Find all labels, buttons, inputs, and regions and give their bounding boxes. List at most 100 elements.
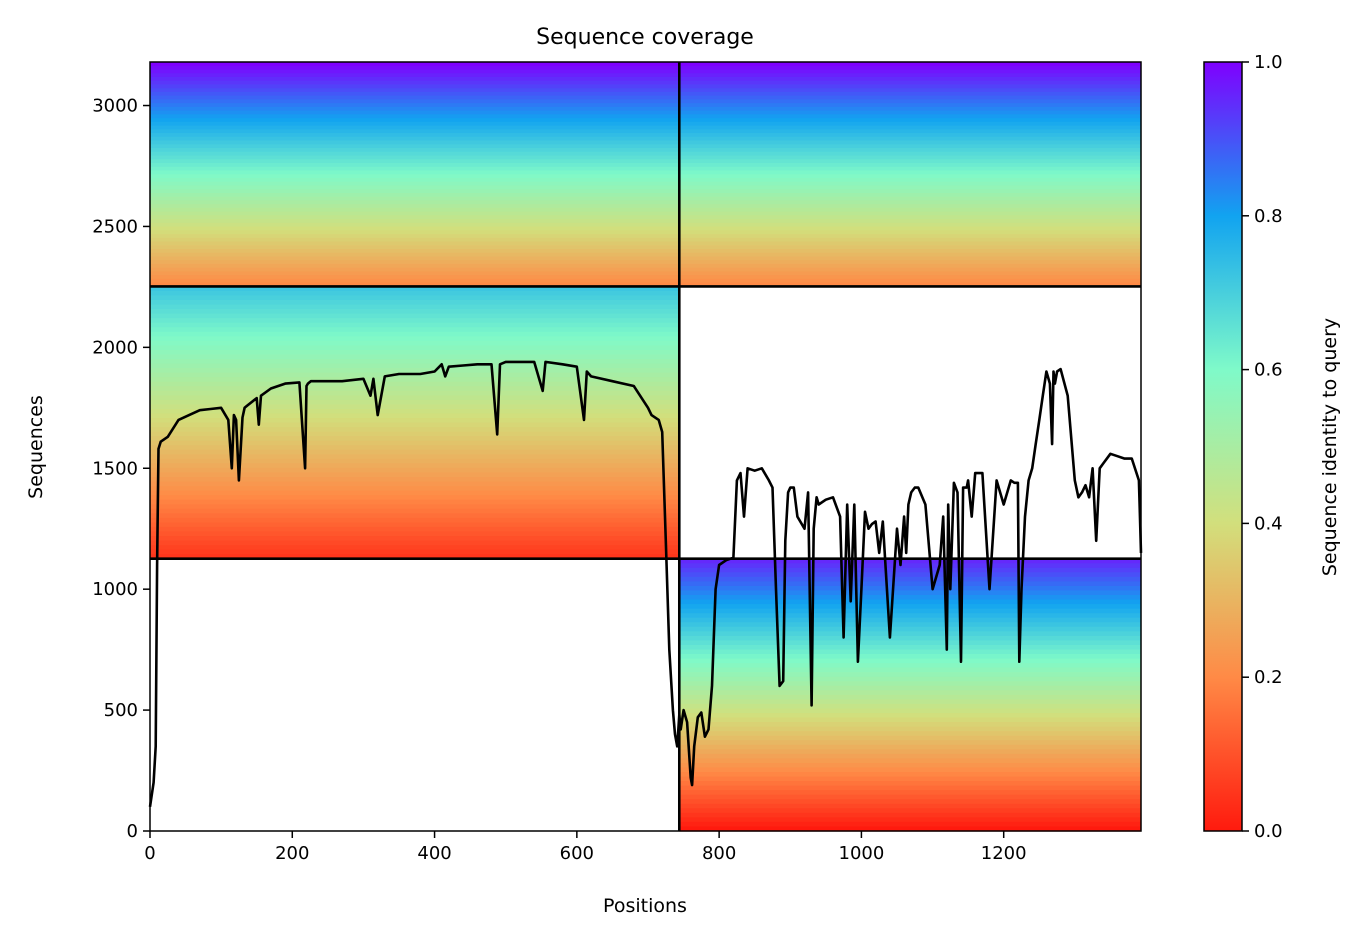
heat-band (150, 136, 680, 142)
heat-band (679, 215, 1142, 220)
heat-band (679, 799, 1142, 805)
heat-band (150, 234, 680, 239)
heat-band (679, 211, 1142, 216)
heat-band (679, 658, 1142, 664)
heat-band (150, 260, 680, 265)
heat-band (150, 170, 680, 175)
heat-band (679, 73, 1142, 78)
heat-band (679, 753, 1142, 759)
heat-band (150, 495, 680, 501)
heat-band (679, 196, 1142, 201)
colorbar-label: Sequence identity to query (1319, 318, 1341, 576)
heat-band (679, 635, 1142, 641)
heat-band (679, 278, 1142, 284)
heat-band (150, 300, 680, 306)
heat-band (150, 445, 680, 451)
heat-band (150, 275, 680, 280)
heat-band (150, 155, 680, 160)
heat-band (679, 790, 1142, 796)
heat-band (150, 252, 680, 258)
heat-band (150, 207, 680, 213)
x-tick-label: 1200 (981, 843, 1027, 864)
heat-band (679, 245, 1142, 250)
heat-band (679, 181, 1142, 187)
heat-band (679, 676, 1142, 682)
y-tick-label: 3000 (92, 96, 138, 117)
heat-band (679, 604, 1142, 610)
heat-band (679, 749, 1142, 755)
heat-band (679, 174, 1142, 179)
heat-band (679, 681, 1142, 687)
block-chain-A-pairs (150, 286, 680, 560)
heat-band (679, 204, 1142, 209)
heat-band (150, 148, 680, 153)
heat-band (679, 189, 1142, 194)
heat-band (150, 458, 680, 465)
heat-band (679, 106, 1142, 112)
heat-band (679, 252, 1142, 258)
heat-band (150, 226, 680, 231)
heat-band (679, 640, 1142, 646)
heat-band (150, 404, 680, 410)
heat-band (150, 80, 680, 86)
heat-band (679, 817, 1142, 823)
colorbar-gradient (1203, 61, 1243, 832)
heat-band (150, 531, 680, 537)
heat-band (150, 65, 680, 71)
heat-band (150, 313, 680, 319)
heat-band (679, 794, 1142, 800)
heat-band (150, 390, 680, 396)
heat-band (679, 69, 1142, 74)
heat-band (150, 237, 680, 243)
heat-band (679, 613, 1142, 619)
heat-band (150, 144, 680, 149)
heat-band (150, 114, 680, 119)
heat-band (150, 418, 680, 424)
block-paired-A (150, 62, 680, 288)
heat-band (679, 121, 1142, 127)
heat-band (150, 278, 680, 284)
heat-band (679, 88, 1142, 93)
heat-band (150, 267, 680, 273)
colorbar-ticks: 0.0 0.2 0.4 0.6 0.8 1.0 (1242, 52, 1283, 842)
x-axis: 0 200 400 600 800 1000 1200 (144, 831, 1027, 864)
heat-band (679, 722, 1142, 728)
heat-band (150, 181, 680, 187)
heat-band (150, 84, 680, 89)
heat-band (150, 110, 680, 115)
heat-band (679, 76, 1142, 82)
y-tick-label: 0 (127, 821, 138, 842)
colorbar-tick-label: 0.4 (1254, 513, 1283, 534)
heat-band (150, 230, 680, 235)
heat-band (679, 80, 1142, 86)
heat-band (679, 576, 1142, 582)
y-tick-label: 1000 (92, 579, 138, 600)
heat-band (150, 422, 680, 428)
heat-band (679, 649, 1142, 655)
heat-band (679, 567, 1142, 573)
heat-band (679, 282, 1142, 288)
heat-band (150, 522, 680, 528)
heat-band (679, 249, 1142, 254)
heat-band (679, 654, 1142, 660)
heat-band (150, 192, 680, 198)
heat-band (150, 526, 680, 533)
y-axis: 0 500 1000 1500 2000 2500 3000 (92, 96, 150, 842)
heat-band (150, 88, 680, 93)
colorbar-tick-label: 1.0 (1254, 52, 1283, 73)
heat-band (150, 271, 680, 276)
heat-band (150, 499, 680, 505)
heat-band (679, 672, 1142, 678)
heat-band (679, 151, 1142, 157)
y-tick-label: 2500 (92, 216, 138, 237)
heat-band (150, 540, 680, 546)
heat-band (679, 585, 1142, 592)
heat-band (679, 114, 1142, 119)
heat-band (150, 331, 680, 337)
heat-band (150, 440, 680, 446)
heat-band (150, 513, 680, 519)
heat-band (150, 219, 680, 224)
heat-band (150, 436, 680, 442)
heat-band (150, 336, 680, 342)
